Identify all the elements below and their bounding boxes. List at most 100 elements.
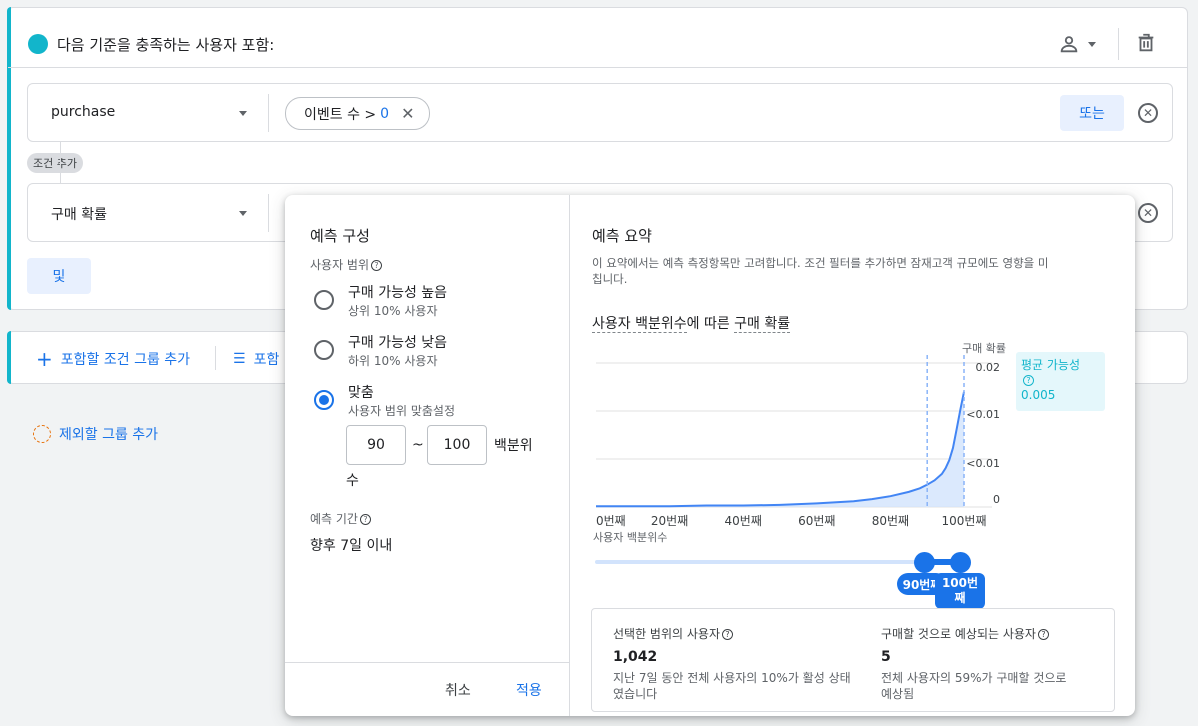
y-axis-label: 구매 확률 (962, 342, 1006, 355)
group-color-dot (28, 34, 48, 54)
y-tick-label: 0.02 (976, 361, 1001, 374)
add-exclude-group-button[interactable]: 제외할 그룹 추가 (33, 424, 158, 444)
avg-label: 평균 가능성? (1021, 356, 1100, 387)
period-label-text: 예측 기간 (310, 512, 358, 526)
event-count-chip[interactable]: 이벤트 수 > 0 ✕ (285, 97, 430, 130)
summary-desc-2: 칩니다. (592, 272, 628, 286)
chevron-down-icon[interactable] (239, 111, 247, 116)
metric-select[interactable]: 구매 확률 (51, 207, 107, 223)
y-tick-label: 0 (993, 493, 1000, 506)
radio-low[interactable] (314, 340, 334, 360)
close-icon[interactable]: ✕ (401, 104, 415, 123)
range-label-text: 사용자 범위 (310, 258, 370, 272)
cancel-button[interactable]: 취소 (445, 683, 471, 699)
summary-box: 선택한 범위의 사용자? 1,042 지난 7일 동안 전체 사용자의 10%가… (591, 608, 1115, 712)
y-tick-label: <0.01 (966, 457, 1000, 470)
slider-handle-high[interactable] (950, 552, 971, 573)
add-include-group-label: 포함할 조건 그룹 추가 (60, 352, 191, 368)
period-value: 향후 7일 이내 (310, 538, 393, 554)
chip-value: 0 (380, 105, 390, 122)
option-high-sub: 상위 10% 사용자 (348, 304, 438, 318)
range-unit-2: 수 (346, 473, 359, 489)
range-unit: 백분위 (494, 438, 533, 454)
option-high-title: 구매 가능성 높음 (348, 285, 448, 301)
chevron-down-icon[interactable] (239, 211, 247, 216)
remove-condition-icon[interactable]: ✕ (1138, 103, 1158, 123)
prediction-popup: 예측 구성 사용자 범위? 구매 가능성 높음 상위 10% 사용자 구매 가능… (285, 195, 1135, 716)
connector-line (60, 142, 61, 184)
trash-icon (1138, 33, 1154, 52)
selected-desc-1: 지난 7일 동안 전체 사용자의 10%가 활성 상태 (613, 671, 851, 685)
or-button[interactable]: 또는 (1060, 95, 1124, 131)
expected-value: 5 (881, 649, 891, 665)
apply-button[interactable]: 적용 (516, 683, 542, 699)
add-sequence-button[interactable]: ☰ 포함 (233, 349, 279, 369)
config-title: 예측 구성 (310, 227, 370, 245)
remove-condition-icon[interactable]: ✕ (1138, 203, 1158, 223)
expected-label-text: 구매할 것으로 예상되는 사용자 (881, 627, 1036, 641)
x-tick-label: 60번째 (798, 514, 835, 528)
slider-label-high: 100번 째 (935, 573, 985, 609)
x-tick-label: 0번째 (596, 514, 626, 528)
x-tick-label: 100번째 (942, 514, 987, 528)
chart-title-x[interactable]: 사용자 백분위수 (592, 316, 687, 333)
slider-label-low: 90번째 (897, 573, 947, 595)
area-fill (596, 391, 964, 507)
row-divider (268, 94, 269, 132)
chart-title-y[interactable]: 구매 확률 (734, 316, 791, 333)
delete-group-button[interactable] (1135, 32, 1157, 58)
list-icon: ☰ (233, 351, 246, 367)
condition-row-1: purchase 이벤트 수 > 0 ✕ 또는 ✕ (27, 83, 1173, 142)
help-icon[interactable]: ? (371, 260, 383, 271)
selected-label: 선택한 범위의 사용자? (613, 625, 733, 642)
range-label: 사용자 범위? (310, 256, 383, 273)
selected-value: 1,042 (613, 649, 658, 665)
radio-custom[interactable] (314, 390, 334, 410)
add-condition-chip[interactable]: 조건 추가 (27, 153, 83, 173)
person-scope-button[interactable] (1058, 33, 1104, 55)
series-line (596, 391, 965, 508)
and-button[interactable]: 및 (27, 258, 91, 294)
option-low-sub: 하위 10% 사용자 (348, 354, 438, 368)
help-icon[interactable]: ? (1037, 629, 1049, 640)
x-tick-label: 40번째 (725, 514, 762, 528)
prediction-config-panel: 예측 구성 사용자 범위? 구매 가능성 높음 상위 10% 사용자 구매 가능… (285, 195, 570, 716)
footer-divider (285, 662, 570, 663)
chip-label: 이벤트 수 > (304, 106, 377, 123)
range-tilde: ~ (412, 437, 424, 453)
header-separator (8, 67, 1187, 68)
summary-desc-1: 이 요약에서는 예측 측정항목만 고려합니다. 조건 필터를 추가하면 잠재고객… (592, 256, 1049, 270)
y-tick-label: <0.01 (966, 408, 1000, 421)
avg-label-text: 평균 가능성 (1021, 358, 1081, 372)
exclude-label: 제외할 그룹 추가 (59, 427, 159, 443)
x-tick-label: 20번째 (651, 514, 688, 528)
row-divider (268, 194, 269, 232)
slider-handle-low[interactable] (914, 552, 935, 573)
event-select[interactable]: purchase (51, 104, 116, 120)
add-include-group-button[interactable]: + 포함할 조건 그룹 추가 (36, 349, 190, 369)
help-icon[interactable]: ? (359, 514, 371, 525)
help-icon[interactable]: ? (1023, 375, 1034, 386)
expected-desc-2: 예상됨 (881, 687, 915, 701)
person-icon (1060, 36, 1078, 53)
summary-title: 예측 요약 (592, 227, 652, 245)
chevron-down-icon (1088, 42, 1096, 47)
card-accent (7, 331, 11, 384)
range-from-input[interactable]: 90 (346, 425, 406, 465)
range-to-input[interactable]: 100 (427, 425, 487, 465)
probability-chart: 0.02 <0.01 <0.01 0 구매 확률 0번째 20번째 40번째 60번째 80번째 1… (593, 342, 1006, 544)
avg-likelihood-box: 평균 가능성? 0.005 (1016, 352, 1105, 411)
option-custom-sub: 사용자 범위 맞춤설정 (348, 404, 455, 418)
help-icon[interactable]: ? (722, 629, 733, 640)
group-title: 다음 기준을 충족하는 사용자 포함: (57, 36, 275, 54)
avg-value: 0.005 (1021, 388, 1056, 402)
period-label: 예측 기간? (310, 510, 371, 527)
header-divider (1118, 28, 1119, 60)
slider-label-high-1: 100번 (941, 576, 979, 590)
radio-high[interactable] (314, 290, 334, 310)
range-slider-active (924, 559, 961, 565)
card-accent (7, 7, 11, 310)
exclude-circle-icon (33, 425, 51, 443)
slider-label-high-2: 째 (954, 591, 966, 605)
range-slider-track[interactable] (595, 560, 965, 564)
